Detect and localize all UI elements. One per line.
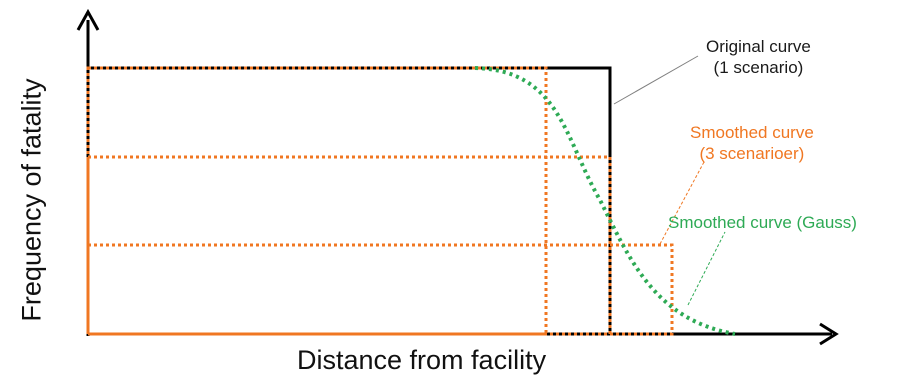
smoothed-3-subtitle: (3 scenarioer)	[699, 144, 805, 163]
x-axis-arrowhead	[819, 322, 839, 346]
original-leader-line	[613, 55, 699, 105]
smoothed-3-annotation: Smoothed curve (3 scenarioer)	[690, 122, 814, 164]
gauss-curve	[474, 66, 736, 336]
y-axis-arrowhead	[76, 8, 100, 31]
y-axis-label: Frequency of fatality	[16, 78, 47, 322]
smoothed-3-title: Smoothed curve	[690, 123, 814, 142]
original-curve-annotation: Original curve (1 scenario)	[706, 36, 811, 78]
gauss-annotation: Smoothed curve (Gauss)	[668, 213, 857, 232]
original-curve	[88, 66, 612, 334]
original-curve-title: Original curve	[706, 37, 811, 56]
scenario-3-box	[86, 243, 674, 336]
gauss-leader-line	[687, 231, 726, 306]
original-curve-subtitle: (1 scenario)	[713, 58, 804, 77]
scenario-1-box	[86, 66, 548, 336]
smoothed-curve-3-scenarios	[86, 66, 674, 336]
smoothed-3-leader-line	[659, 161, 705, 245]
x-axis-label: Distance from facility	[297, 345, 547, 375]
